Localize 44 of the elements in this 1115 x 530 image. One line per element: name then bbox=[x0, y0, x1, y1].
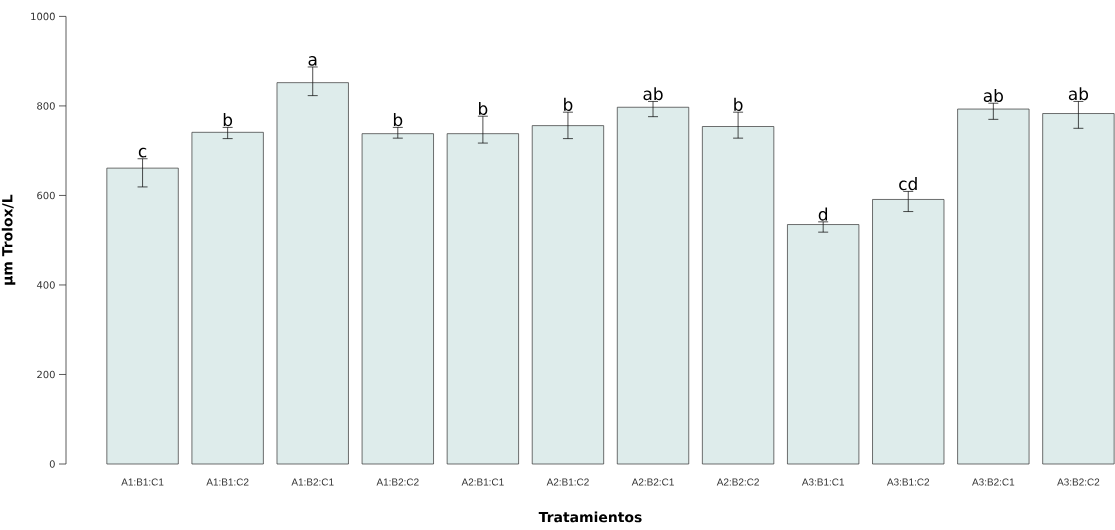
bar bbox=[531, 125, 605, 465]
y-tick-label: 200 bbox=[37, 370, 55, 379]
bar bbox=[106, 167, 179, 465]
bar bbox=[957, 108, 1030, 465]
annotation: ab bbox=[1068, 87, 1089, 101]
y-tick-label: 800 bbox=[37, 102, 55, 110]
annotation: b bbox=[223, 113, 233, 127]
annotation: c bbox=[138, 147, 147, 158]
x-axis-title: Tratamientos bbox=[538, 511, 642, 523]
x-tick-label: A3:B1:C1 bbox=[801, 478, 845, 486]
bar bbox=[361, 133, 434, 465]
annotation: d bbox=[818, 207, 828, 221]
x-tick-label: A2:B2:C1 bbox=[631, 478, 674, 486]
bar bbox=[702, 126, 775, 465]
annotation: b bbox=[479, 101, 488, 116]
bar bbox=[616, 106, 690, 465]
x-tick-label: A1:B1:C1 bbox=[121, 478, 164, 486]
bar bbox=[446, 133, 519, 465]
annotation: cd bbox=[899, 177, 917, 191]
annotation: ab bbox=[643, 87, 663, 101]
annotation: b bbox=[734, 97, 743, 111]
bar bbox=[1042, 113, 1115, 465]
x-tick-label: A1:B1:C2 bbox=[206, 478, 249, 486]
x-tick-label: A3:B1:C2 bbox=[886, 478, 930, 486]
bar bbox=[872, 199, 945, 465]
x-tick-label: A3:B2:C1 bbox=[972, 478, 1015, 486]
y-tick-label: 600 bbox=[37, 191, 55, 200]
annotation: b bbox=[564, 97, 573, 111]
bar bbox=[191, 131, 264, 465]
annotation: b bbox=[393, 113, 403, 127]
y-axis-title: µm Trolox/L bbox=[1, 194, 16, 285]
x-tick-label: A1:B2:C2 bbox=[376, 478, 419, 486]
y-tick-label: 0 bbox=[49, 460, 55, 468]
annotation: a bbox=[308, 56, 317, 66]
x-tick-label: A2:B2:C2 bbox=[716, 478, 759, 486]
bar bbox=[787, 224, 860, 465]
x-tick-label: A3:B2:C2 bbox=[1057, 478, 1100, 486]
y-tick-label: 1000 bbox=[31, 12, 55, 21]
x-tick-label: A2:B1:C2 bbox=[546, 478, 589, 486]
x-tick-label: A2:B1:C1 bbox=[461, 478, 504, 486]
x-tick-label: A1:B2:C1 bbox=[291, 478, 334, 486]
annotation: ab bbox=[983, 88, 1003, 103]
y-tick-label: 400 bbox=[36, 281, 55, 289]
bar bbox=[276, 82, 349, 465]
